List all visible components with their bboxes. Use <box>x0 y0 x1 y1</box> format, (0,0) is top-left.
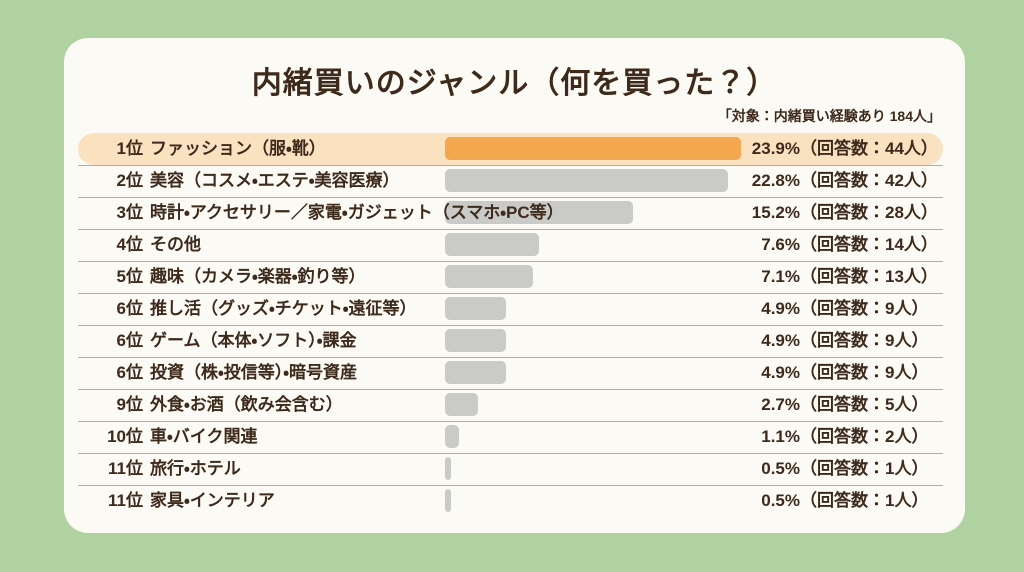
bar-oshikatsu <box>445 297 506 320</box>
respondent-count: （回答数：9人） <box>800 299 929 318</box>
ranking-row-3: 3位 時計・アクセサリー／家電・ガジェット（スマホ・PC等） 15.2% （回答数… <box>78 197 943 229</box>
ranking-row-2: 2位 美容（コスメ・エステ・美容医療） 22.8% （回答数：42人） <box>78 165 943 197</box>
percent-value: 4.9% <box>761 331 800 350</box>
ranking-row-11: 11位 旅行・ホテル 0.5% （回答数：1人） <box>78 453 943 485</box>
row-value: 0.5% （回答数：1人） <box>700 453 928 485</box>
percent-value: 4.9% <box>761 363 800 382</box>
category-label: 時計・アクセサリー／家電・ガジェット（スマホ・PC等） <box>150 203 564 222</box>
respondent-count: （回答数：2人） <box>800 427 929 446</box>
bar-games <box>445 329 506 352</box>
row-value: 23.9% （回答数：44人） <box>700 133 938 165</box>
row-value: 2.7% （回答数：5人） <box>700 389 928 421</box>
category-label: ゲーム（本体・ソフト）・課金 <box>150 331 357 350</box>
row-value: 7.6% （回答数：14人） <box>700 229 938 261</box>
respondent-count: （回答数：1人） <box>800 491 929 510</box>
ranking-row-10: 10位 車・バイク関連 1.1% （回答数：2人） <box>78 421 943 453</box>
percent-value: 7.1% <box>761 267 800 286</box>
rank-badge: 6位 <box>116 331 143 350</box>
category-label: 投資（株・投信等）・暗号資産 <box>150 363 358 382</box>
respondent-count: （回答数：28人） <box>800 203 938 222</box>
ranking-row-12: 11位 家具・インテリア 0.5% （回答数：1人） <box>78 485 943 517</box>
ranking-row-9: 9位 外食・お酒（飲み会含む） 2.7% （回答数：5人） <box>78 389 943 421</box>
ranking-row-7: 6位 ゲーム（本体・ソフト）・課金 4.9% （回答数：9人） <box>78 325 943 357</box>
rank-badge: 9位 <box>116 395 143 414</box>
rank-badge: 6位 <box>116 363 143 382</box>
ranking-row-5: 5位 趣味（カメラ・楽器・釣り等） 7.1% （回答数：13人） <box>78 261 943 293</box>
ranking-row-6: 6位 推し活（グッズ・チケット・遠征等） 4.9% （回答数：9人） <box>78 293 943 325</box>
percent-value: 22.8% <box>751 171 800 190</box>
ranking-list: 1位 ファッション（服・靴） 23.9% （回答数：44人） 2位 美容（コスメ・… <box>78 133 943 517</box>
bar-car-bike <box>445 425 459 448</box>
rank-badge: 2位 <box>116 171 143 190</box>
rank-badge: 11位 <box>108 491 143 510</box>
ranking-row-4: 4位 その他 7.6% （回答数：14人） <box>78 229 943 261</box>
category-label: その他 <box>150 235 201 254</box>
rank-badge: 10位 <box>107 427 143 446</box>
row-value: 4.9% （回答数：9人） <box>700 293 928 325</box>
respondent-count: （回答数：5人） <box>800 395 929 414</box>
bar-fashion <box>445 137 741 160</box>
percent-value: 2.7% <box>761 395 800 414</box>
bar-investment <box>445 361 506 384</box>
row-value: 0.5% （回答数：1人） <box>700 485 928 517</box>
respondent-count: （回答数：14人） <box>800 235 938 254</box>
row-value: 4.9% （回答数：9人） <box>700 357 928 389</box>
category-label: 家具・インテリア <box>150 491 275 510</box>
bar-travel <box>445 457 451 480</box>
respondent-count: （回答数：42人） <box>800 171 938 190</box>
sample-note: 「対象：内緒買い経験あり 184人」 <box>717 108 941 124</box>
category-label: 外食・お酒（飲み会含む） <box>150 395 343 414</box>
percent-value: 4.9% <box>761 299 800 318</box>
respondent-count: （回答数：1人） <box>800 459 929 478</box>
percent-value: 0.5% <box>761 491 800 510</box>
row-value: 22.8% （回答数：42人） <box>700 165 938 197</box>
bar-dining <box>445 393 478 416</box>
category-label: 趣味（カメラ・楽器・釣り等） <box>150 267 366 286</box>
chart-title: 内緒買いのジャンル（何を買った？） <box>251 67 778 100</box>
category-label: 美容（コスメ・エステ・美容医療） <box>150 171 400 190</box>
percent-value: 0.5% <box>761 459 800 478</box>
ranking-row-8: 6位 投資（株・投信等）・暗号資産 4.9% （回答数：9人） <box>78 357 943 389</box>
row-value: 1.1% （回答数：2人） <box>700 421 928 453</box>
bar-beauty <box>445 169 728 192</box>
rank-badge: 1位 <box>116 139 143 158</box>
respondent-count: （回答数：44人） <box>800 139 938 158</box>
percent-value: 1.1% <box>761 427 800 446</box>
row-value: 7.1% （回答数：13人） <box>700 261 938 293</box>
percent-value: 23.9% <box>751 139 800 158</box>
rank-badge: 11位 <box>108 459 143 478</box>
respondent-count: （回答数：9人） <box>800 331 929 350</box>
respondent-count: （回答数：9人） <box>800 363 929 382</box>
respondent-count: （回答数：13人） <box>800 267 938 286</box>
bar-other <box>445 233 539 256</box>
category-label: 推し活（グッズ・チケット・遠征等） <box>150 299 417 318</box>
rank-badge: 6位 <box>116 299 143 318</box>
category-label: 車・バイク関連 <box>150 427 258 446</box>
rank-badge: 5位 <box>116 267 143 286</box>
bar-furniture <box>445 489 451 512</box>
rank-badge: 4位 <box>116 235 143 254</box>
bar-hobby <box>445 265 533 288</box>
category-label: 旅行・ホテル <box>150 459 241 478</box>
row-value: 4.9% （回答数：9人） <box>700 325 928 357</box>
ranking-row-1: 1位 ファッション（服・靴） 23.9% （回答数：44人） <box>78 133 943 165</box>
rank-badge: 3位 <box>116 203 143 222</box>
bar-gadgets <box>445 201 633 224</box>
percent-value: 15.2% <box>751 203 800 222</box>
category-label: ファッション（服・靴） <box>150 139 326 158</box>
percent-value: 7.6% <box>761 235 800 254</box>
row-value: 15.2% （回答数：28人） <box>700 197 938 229</box>
chart-card: 内緒買いのジャンル（何を買った？） 「対象：内緒買い経験あり 184人」 1位 … <box>64 38 965 533</box>
